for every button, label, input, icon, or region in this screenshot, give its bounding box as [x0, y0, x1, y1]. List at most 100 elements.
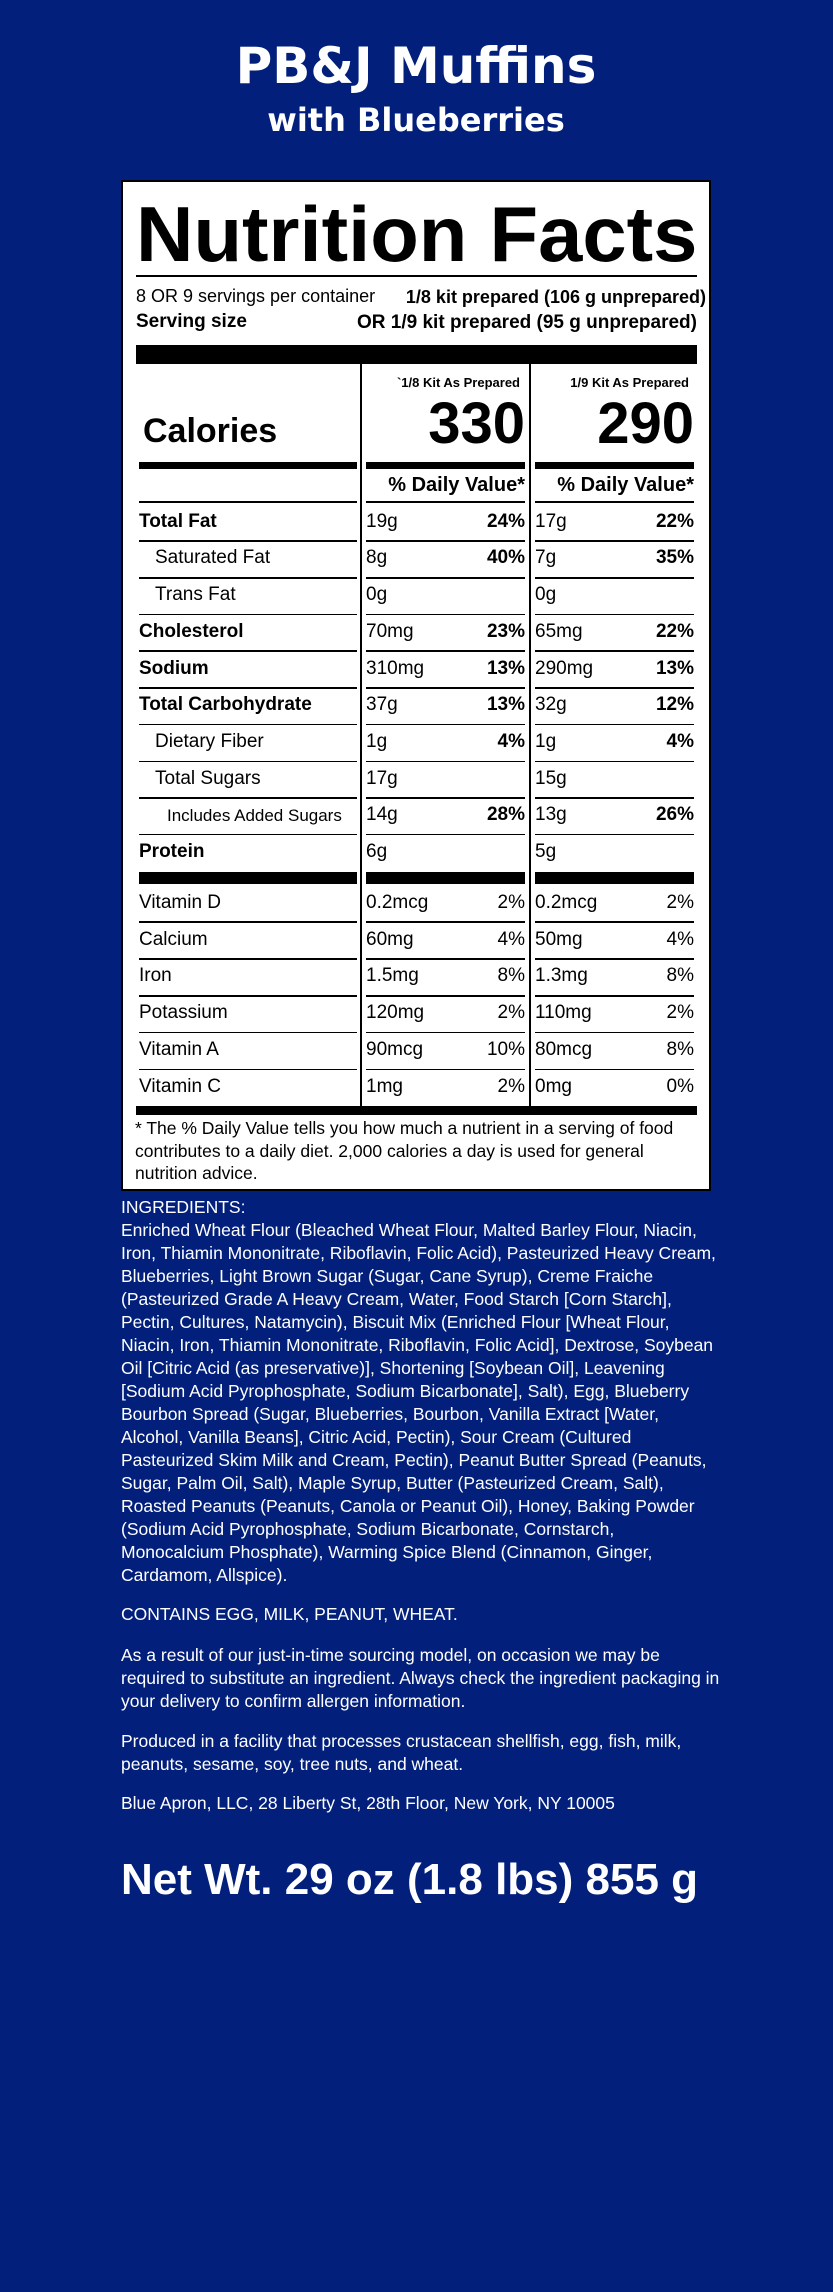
amount: 8g [366, 547, 388, 569]
amount: 0mg [535, 1075, 572, 1097]
row-line [535, 1031, 694, 1034]
row-line [139, 995, 357, 997]
row-line [139, 833, 357, 836]
row-line [366, 797, 525, 799]
percent: 35% [655, 547, 694, 569]
percent: 0% [666, 1075, 694, 1097]
daily-value-heading: % Daily Value* [388, 474, 525, 496]
amount: 120mg [366, 1002, 425, 1024]
amount: 37g [366, 694, 398, 716]
amount: 32g [535, 694, 567, 716]
row-line [535, 833, 694, 836]
percent: 13% [655, 657, 694, 679]
column-divider [529, 364, 531, 1106]
row-line [366, 540, 525, 542]
amount: 290mg [535, 657, 594, 679]
percent: 8% [666, 1038, 694, 1060]
percent: 4% [497, 730, 525, 752]
nutrient-name: Total Fat [139, 510, 217, 532]
row-line [366, 833, 525, 836]
amount: 1g [535, 730, 557, 752]
row-line [139, 540, 357, 542]
percent: 22% [655, 620, 694, 642]
percent: 8% [497, 965, 525, 987]
row-line [535, 613, 694, 616]
row-line [366, 687, 525, 689]
amount: 90mcg [366, 1038, 424, 1060]
divider [136, 275, 697, 277]
nutrient-name: Vitamin C [139, 1075, 222, 1097]
row-line [366, 1031, 525, 1034]
address: Blue Apron, LLC, 28 Liberty St, 28th Flo… [121, 1793, 615, 1813]
net-weight: Net Wt. 29 oz (1.8 lbs) 855 g [121, 1855, 699, 1905]
amount: 60mg [366, 928, 414, 950]
row-line [139, 1068, 357, 1071]
thick-bar [139, 872, 357, 884]
amount: 17g [535, 510, 567, 532]
row-line [366, 723, 525, 726]
amount: 0g [535, 584, 557, 606]
percent: 2% [497, 1075, 525, 1097]
amount: 0.2mcg [366, 891, 429, 913]
amount: 1.3mg [535, 965, 588, 987]
amount: 19g [366, 510, 398, 532]
row-line [139, 650, 357, 652]
row-line [366, 760, 525, 763]
percent: 23% [486, 620, 525, 642]
nutrient-name: Sodium [139, 657, 209, 679]
column-heading: `1/8 Kit As Prepared [396, 374, 520, 390]
row-line [366, 650, 525, 652]
ingredients-heading: INGREDIENTS: [121, 1197, 246, 1217]
thick-bar [366, 462, 525, 469]
daily-value-heading: % Daily Value* [557, 474, 694, 496]
row-line [535, 540, 694, 542]
amount: 14g [366, 804, 398, 826]
percent: 28% [486, 804, 525, 826]
thick-bar [139, 462, 357, 469]
percent: 4% [666, 928, 694, 950]
thick-bar [535, 872, 694, 884]
title: PB&J Muffins [235, 37, 597, 95]
amount: 50mg [535, 928, 583, 950]
row-line [366, 995, 525, 997]
sourcing-note: As a result of our just-in-time sourcing… [121, 1645, 720, 1711]
calories: 330 [428, 391, 525, 457]
row-line [139, 723, 357, 726]
amount: 80mcg [535, 1038, 593, 1060]
row-line [366, 613, 525, 616]
amount: 5g [535, 841, 557, 862]
facility-note: Produced in a facility that processes cr… [121, 1731, 682, 1774]
column-divider [360, 364, 362, 1106]
label-title: Nutrition Facts [136, 190, 698, 279]
percent: 12% [655, 694, 694, 716]
serving-size: 1/8 kit prepared (106 g unprepared) [405, 287, 706, 308]
thick-bar [535, 462, 694, 469]
footnote: * The % Daily Value tells you how much a… [135, 1118, 674, 1183]
thick-bar [366, 872, 525, 884]
row-line [535, 1068, 694, 1071]
row-line [535, 577, 694, 579]
row-line [535, 650, 694, 652]
percent: 4% [666, 730, 694, 752]
servings: 8 OR 9 servings per container [136, 286, 376, 307]
amount: 1.5mg [366, 965, 419, 987]
row-line [139, 613, 357, 616]
serving-size-label: Serving size [136, 310, 247, 332]
row-line [366, 577, 525, 579]
column-heading: 1/9 Kit As Prepared [570, 374, 689, 390]
allergens: CONTAINS EGG, MILK, PEANUT, WHEAT. [121, 1604, 458, 1624]
percent: 4% [497, 928, 525, 950]
row-line [366, 1068, 525, 1071]
amount: 7g [535, 547, 557, 569]
amount: 0g [366, 584, 388, 606]
percent: 8% [666, 965, 694, 987]
nutrient-name: Includes Added Sugars [167, 805, 342, 825]
percent: 40% [486, 547, 525, 569]
nutrient-name: Dietary Fiber [155, 730, 264, 752]
row-line [535, 723, 694, 726]
row-line [139, 760, 357, 763]
amount: 6g [366, 841, 388, 862]
row-line [535, 797, 694, 799]
nutrient-name: Potassium [139, 1002, 228, 1024]
row-line [535, 501, 694, 503]
